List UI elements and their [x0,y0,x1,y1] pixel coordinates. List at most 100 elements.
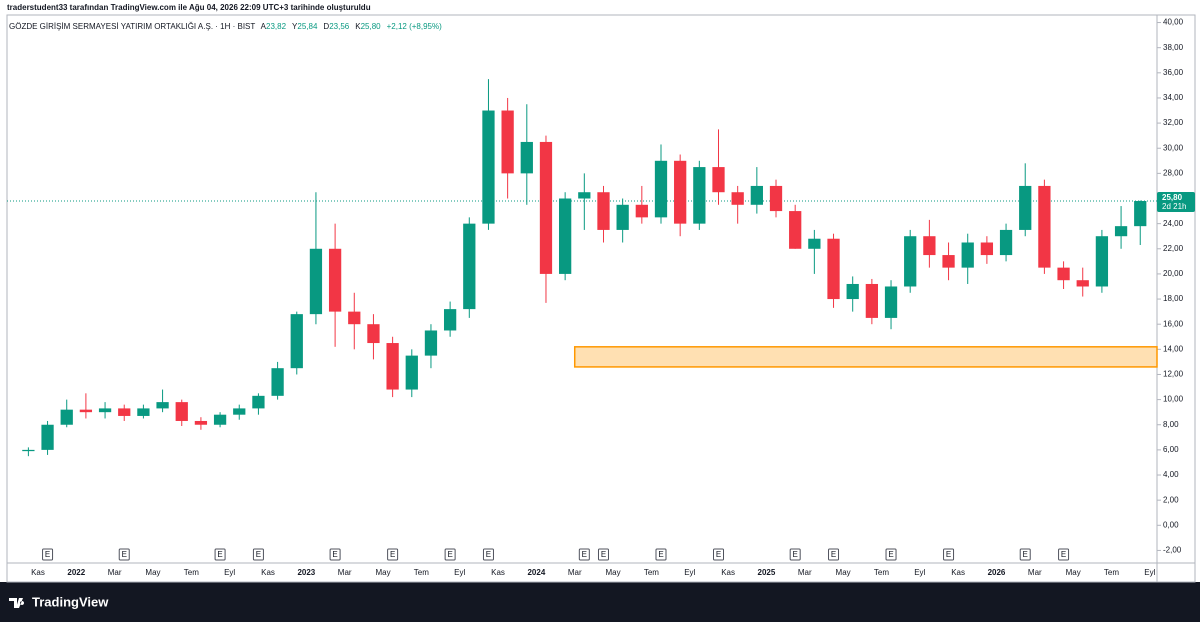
frame [6,14,1196,583]
legend: GÖZDE GİRİŞİM SERMAYESİ YATIRIM ORTAKLIĞ… [9,22,442,31]
candle-body [1057,267,1070,281]
candle-body [41,424,54,450]
event-box [1058,548,1070,561]
candle-body [520,141,533,174]
candle-body [137,408,150,416]
countdown: 2d 21h [1162,202,1186,211]
event-marker: E [256,550,261,559]
x-tick-label: Tem [414,568,429,577]
x-tick-label: 2025 [758,568,776,577]
x-tick-label: Eyl [1144,568,1155,577]
candle-body [79,409,93,413]
candle-body [1019,185,1032,230]
x-tick-label: Mar [798,568,812,577]
y-tick-label: 8,00 [1163,420,1179,429]
x-tick-label: Eyl [454,568,465,577]
y-tick-label: 16,00 [1163,319,1184,328]
event-box [655,548,667,561]
x-tick-label: Tem [874,568,889,577]
y-tick-label: 10,00 [1163,395,1184,404]
event-box [387,548,399,561]
candle-body [942,255,955,268]
event-marker: E [390,550,395,559]
candle-body [443,309,457,331]
x-tick-label: Kas [31,568,45,577]
zone [573,346,1158,368]
candle-body [233,408,246,415]
symbol: GÖZDE GİRİŞİM SERMAYESİ YATIRIM ORTAKLIĞ… [9,22,255,31]
candle-body [961,242,974,268]
x-tick-label: Eyl [914,568,925,577]
caption: traderstudent33 tarafından TradingView.c… [7,3,371,12]
price-tag-label: 25,80 [1162,193,1183,202]
candle-body [252,395,265,409]
x-tick-label: May [375,568,390,577]
event-box [1019,548,1031,561]
event-marker: E [1023,550,1028,559]
candle-body [213,414,227,425]
x-tick-label: May [836,568,851,577]
event-marker: E [447,550,452,559]
candle-body [386,343,399,390]
candle-body [424,330,438,356]
candle-body [769,185,783,212]
x-tick-label: Mar [108,568,122,577]
x-tick-label: Tem [644,568,659,577]
y-tick-label: 12,00 [1163,370,1184,379]
event-box [252,548,264,561]
event-box [578,548,590,561]
candle-body [578,192,591,199]
y-tick-label: 38,00 [1163,43,1184,52]
y-tick-label: 4,00 [1163,470,1179,479]
candle-body [827,238,840,300]
event-marker: E [601,550,606,559]
candle-body [118,408,131,416]
footer [0,582,1200,622]
event-marker: E [793,550,798,559]
event-marker: E [658,550,663,559]
brand: TradingView [32,594,109,609]
candle-body [846,283,859,300]
candle-body [539,141,553,274]
candle-body [463,223,476,310]
y-tick-label: 36,00 [1163,68,1184,77]
candle-body [1095,236,1109,287]
y-tick-label: 28,00 [1163,168,1184,177]
x-tick-label: Kas [261,568,275,577]
legend-value: 23,56 [329,22,350,31]
event-marker: E [217,550,222,559]
legend-key: Y [292,22,298,31]
y-tick-label: 14,00 [1163,344,1184,353]
price-tag [1157,192,1195,213]
y-tick-label: 32,00 [1163,118,1184,127]
candle-body [674,160,687,224]
candle-body [884,286,898,318]
candle-body [328,248,342,312]
x-tick-label: Tem [184,568,199,577]
event-box [943,548,955,561]
candle-body [1038,185,1051,268]
candle-body [405,355,418,390]
legend-key: K [355,22,361,31]
event-marker: E [332,550,337,559]
brand-logo [9,598,25,608]
y-tick-label: 2,00 [1163,495,1179,504]
x-tick-label: Kas [491,568,505,577]
candle-body [194,420,208,425]
y-tick-label: -2,00 [1163,546,1182,555]
change: +2,12 (+8,95%) [387,22,442,31]
legend-key: D [323,22,329,31]
event-marker: E [946,550,951,559]
y-tick-label: 30,00 [1163,143,1184,152]
event-marker: E [1061,550,1066,559]
event-box [329,548,341,561]
x-tick-label: Mar [1028,568,1042,577]
y-tick-label: 6,00 [1163,445,1179,454]
candle-body [482,110,495,224]
candle-body [348,311,361,325]
event-box [214,548,226,561]
candle-body [712,167,725,193]
event-marker: E [486,550,491,559]
